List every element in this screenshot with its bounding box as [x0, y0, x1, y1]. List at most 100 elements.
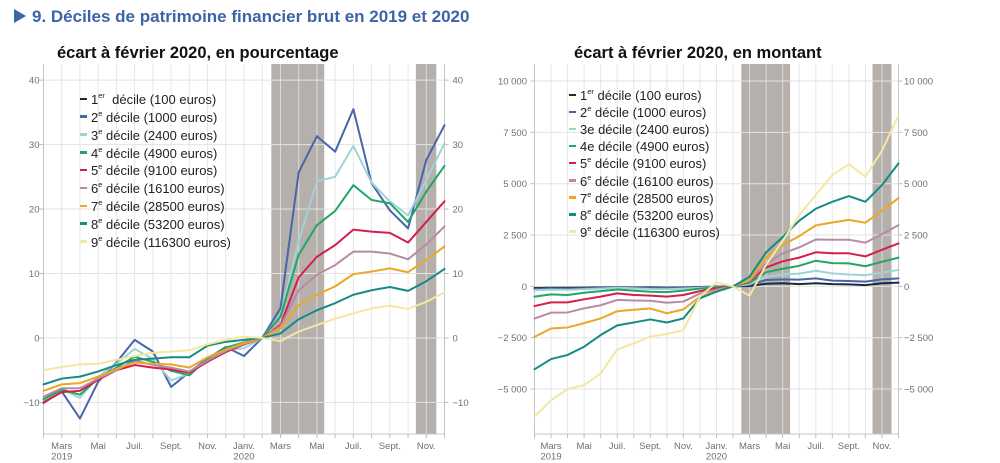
legend-label: décile (1000 euros)	[591, 105, 707, 121]
x-tick-label: Sept.	[838, 441, 860, 452]
legend-number: 1	[580, 88, 588, 103]
y-tick-label-left: 5 000	[503, 179, 527, 190]
y-tick-label-right: 0	[904, 282, 909, 293]
legend-item-decile-2: 2e décile (1000 euros)	[80, 110, 217, 126]
legend-item-decile-3: 3e décile (2400 euros)	[80, 126, 217, 144]
legend-swatch	[569, 230, 576, 233]
legend-item-decile-8: 8e décile (53200 euros)	[80, 217, 225, 233]
legend-item-decile-2: 2e décile (1000 euros)	[569, 105, 706, 121]
x-tick-label: Mars	[270, 441, 291, 452]
y-tick-label-right: −5 000	[904, 385, 933, 396]
legend-item-decile-6: 6e décile (16100 euros)	[569, 173, 714, 190]
legend-number: 2	[580, 105, 588, 121]
legend-item-decile-7: 7e décile (28500 euros)	[80, 199, 225, 215]
legend-label: décile (53200 euros)	[591, 207, 714, 223]
y-tick-label-left: 10 000	[498, 77, 527, 88]
y-tick-label-left: 0	[34, 333, 39, 344]
legend-swatch	[80, 115, 87, 118]
legend-label: décile (53200 euros)	[102, 216, 225, 232]
x-tick-label: Mars	[51, 441, 72, 452]
x-tick-label: Janv.	[233, 441, 255, 452]
legend-swatch	[80, 151, 87, 154]
legend-label: décile (1000 euros)	[102, 109, 218, 125]
y-tick-label-right: 20	[453, 205, 464, 216]
legend-swatch	[569, 196, 576, 199]
series-line-decile-8	[42, 267, 446, 386]
x-tick-label: Sept.	[379, 441, 401, 452]
legend-item-decile-5: 5e décile (9100 euros)	[80, 163, 217, 179]
y-tick-label-left: −5 000	[498, 385, 527, 396]
x-tick-label: Mai	[775, 441, 790, 452]
y-tick-label-left: 30	[29, 140, 40, 151]
legend-swatch	[80, 168, 87, 172]
y-tick-label-left: 20	[29, 205, 40, 216]
series-line-decile-9	[42, 291, 446, 372]
y-tick-label-left: −10	[23, 398, 39, 409]
legend-superscript: er	[587, 87, 594, 96]
legend-number: 5	[91, 163, 99, 179]
chart-title-amount: écart à février 2020, en montant	[574, 44, 822, 62]
legend-swatch	[569, 127, 576, 131]
x-tick-label: Mars	[540, 441, 561, 452]
legend-item-decile-1: 1er décile (100 euros)	[80, 92, 216, 108]
legend-swatch	[569, 161, 576, 165]
x-tick-label: Mai	[309, 441, 324, 452]
legend-swatch	[80, 222, 87, 225]
series-line-decile-9	[533, 114, 900, 418]
legend-label: décile (16100 euros)	[102, 181, 225, 197]
x-tick-label: Mai	[91, 441, 106, 452]
legend-superscript: e	[98, 198, 103, 208]
figure-title-text: 9. Déciles de patrimoine financier brut …	[32, 7, 470, 26]
legend-item-decile-3: 3e décile (2400 euros)	[569, 122, 709, 138]
legend-superscript: er	[98, 91, 105, 100]
legend-number: 4	[91, 145, 99, 161]
series-line-decile-4	[533, 256, 900, 298]
legend-swatch	[80, 133, 87, 136]
legend-swatch	[569, 179, 576, 182]
y-tick-label-left: 7 500	[503, 128, 527, 139]
legend-swatch	[569, 110, 576, 114]
x-tick-label: Sept.	[639, 441, 661, 452]
x-tick-label: Juil.	[126, 441, 143, 452]
x-tick-label: Juil.	[345, 441, 362, 452]
legend-superscript: e	[98, 144, 103, 154]
legend-item-decile-4: 4e décile (4900 euros)	[80, 144, 217, 162]
y-tick-label-right: 10 000	[904, 77, 933, 88]
y-tick-label-right: 0	[453, 333, 458, 344]
legend-superscript: e	[98, 126, 103, 136]
legend-label: décile (28500 euros)	[591, 190, 714, 206]
x-tick-year-label: 2020	[233, 452, 254, 463]
x-tick-label: Janv.	[705, 441, 727, 452]
y-tick-label-right: −10	[453, 398, 469, 409]
series-line-decile-6	[533, 224, 900, 320]
legend-swatch	[569, 144, 576, 148]
y-tick-label-right: 30	[453, 140, 464, 151]
chart-title-percentage: écart à février 2020, en pourcentage	[57, 44, 339, 62]
legend-item-decile-4: 4e décile (4900 euros)	[569, 139, 709, 155]
x-tick-label: Nov.	[674, 441, 693, 452]
y-tick-label-right: 40	[453, 76, 464, 87]
x-tick-year-label: 2019	[51, 452, 72, 463]
y-tick-label-left: 0	[522, 282, 527, 293]
x-tick-label: Sept.	[160, 441, 182, 452]
legend-swatch	[80, 240, 87, 243]
legend-swatch	[569, 213, 576, 216]
legend-number: 7	[580, 190, 588, 206]
legend-swatch	[80, 204, 87, 208]
series-line-decile-7	[42, 245, 446, 392]
legend-superscript: e	[98, 108, 103, 118]
x-tick-label: Juil.	[807, 441, 824, 452]
legend-label: décile (4900 euros)	[594, 139, 710, 155]
legend-superscript: e	[587, 189, 592, 199]
legend-number: 6	[91, 181, 99, 197]
x-tick-label: Juil.	[609, 441, 626, 452]
legend-label: décile (100 euros)	[104, 92, 217, 107]
y-tick-label-left: −2 500	[498, 333, 527, 344]
legend-number: 8	[580, 207, 588, 223]
y-tick-label-right: 10	[453, 269, 464, 280]
x-tick-label: Mars	[739, 441, 760, 452]
series-line-decile-8	[533, 162, 900, 371]
